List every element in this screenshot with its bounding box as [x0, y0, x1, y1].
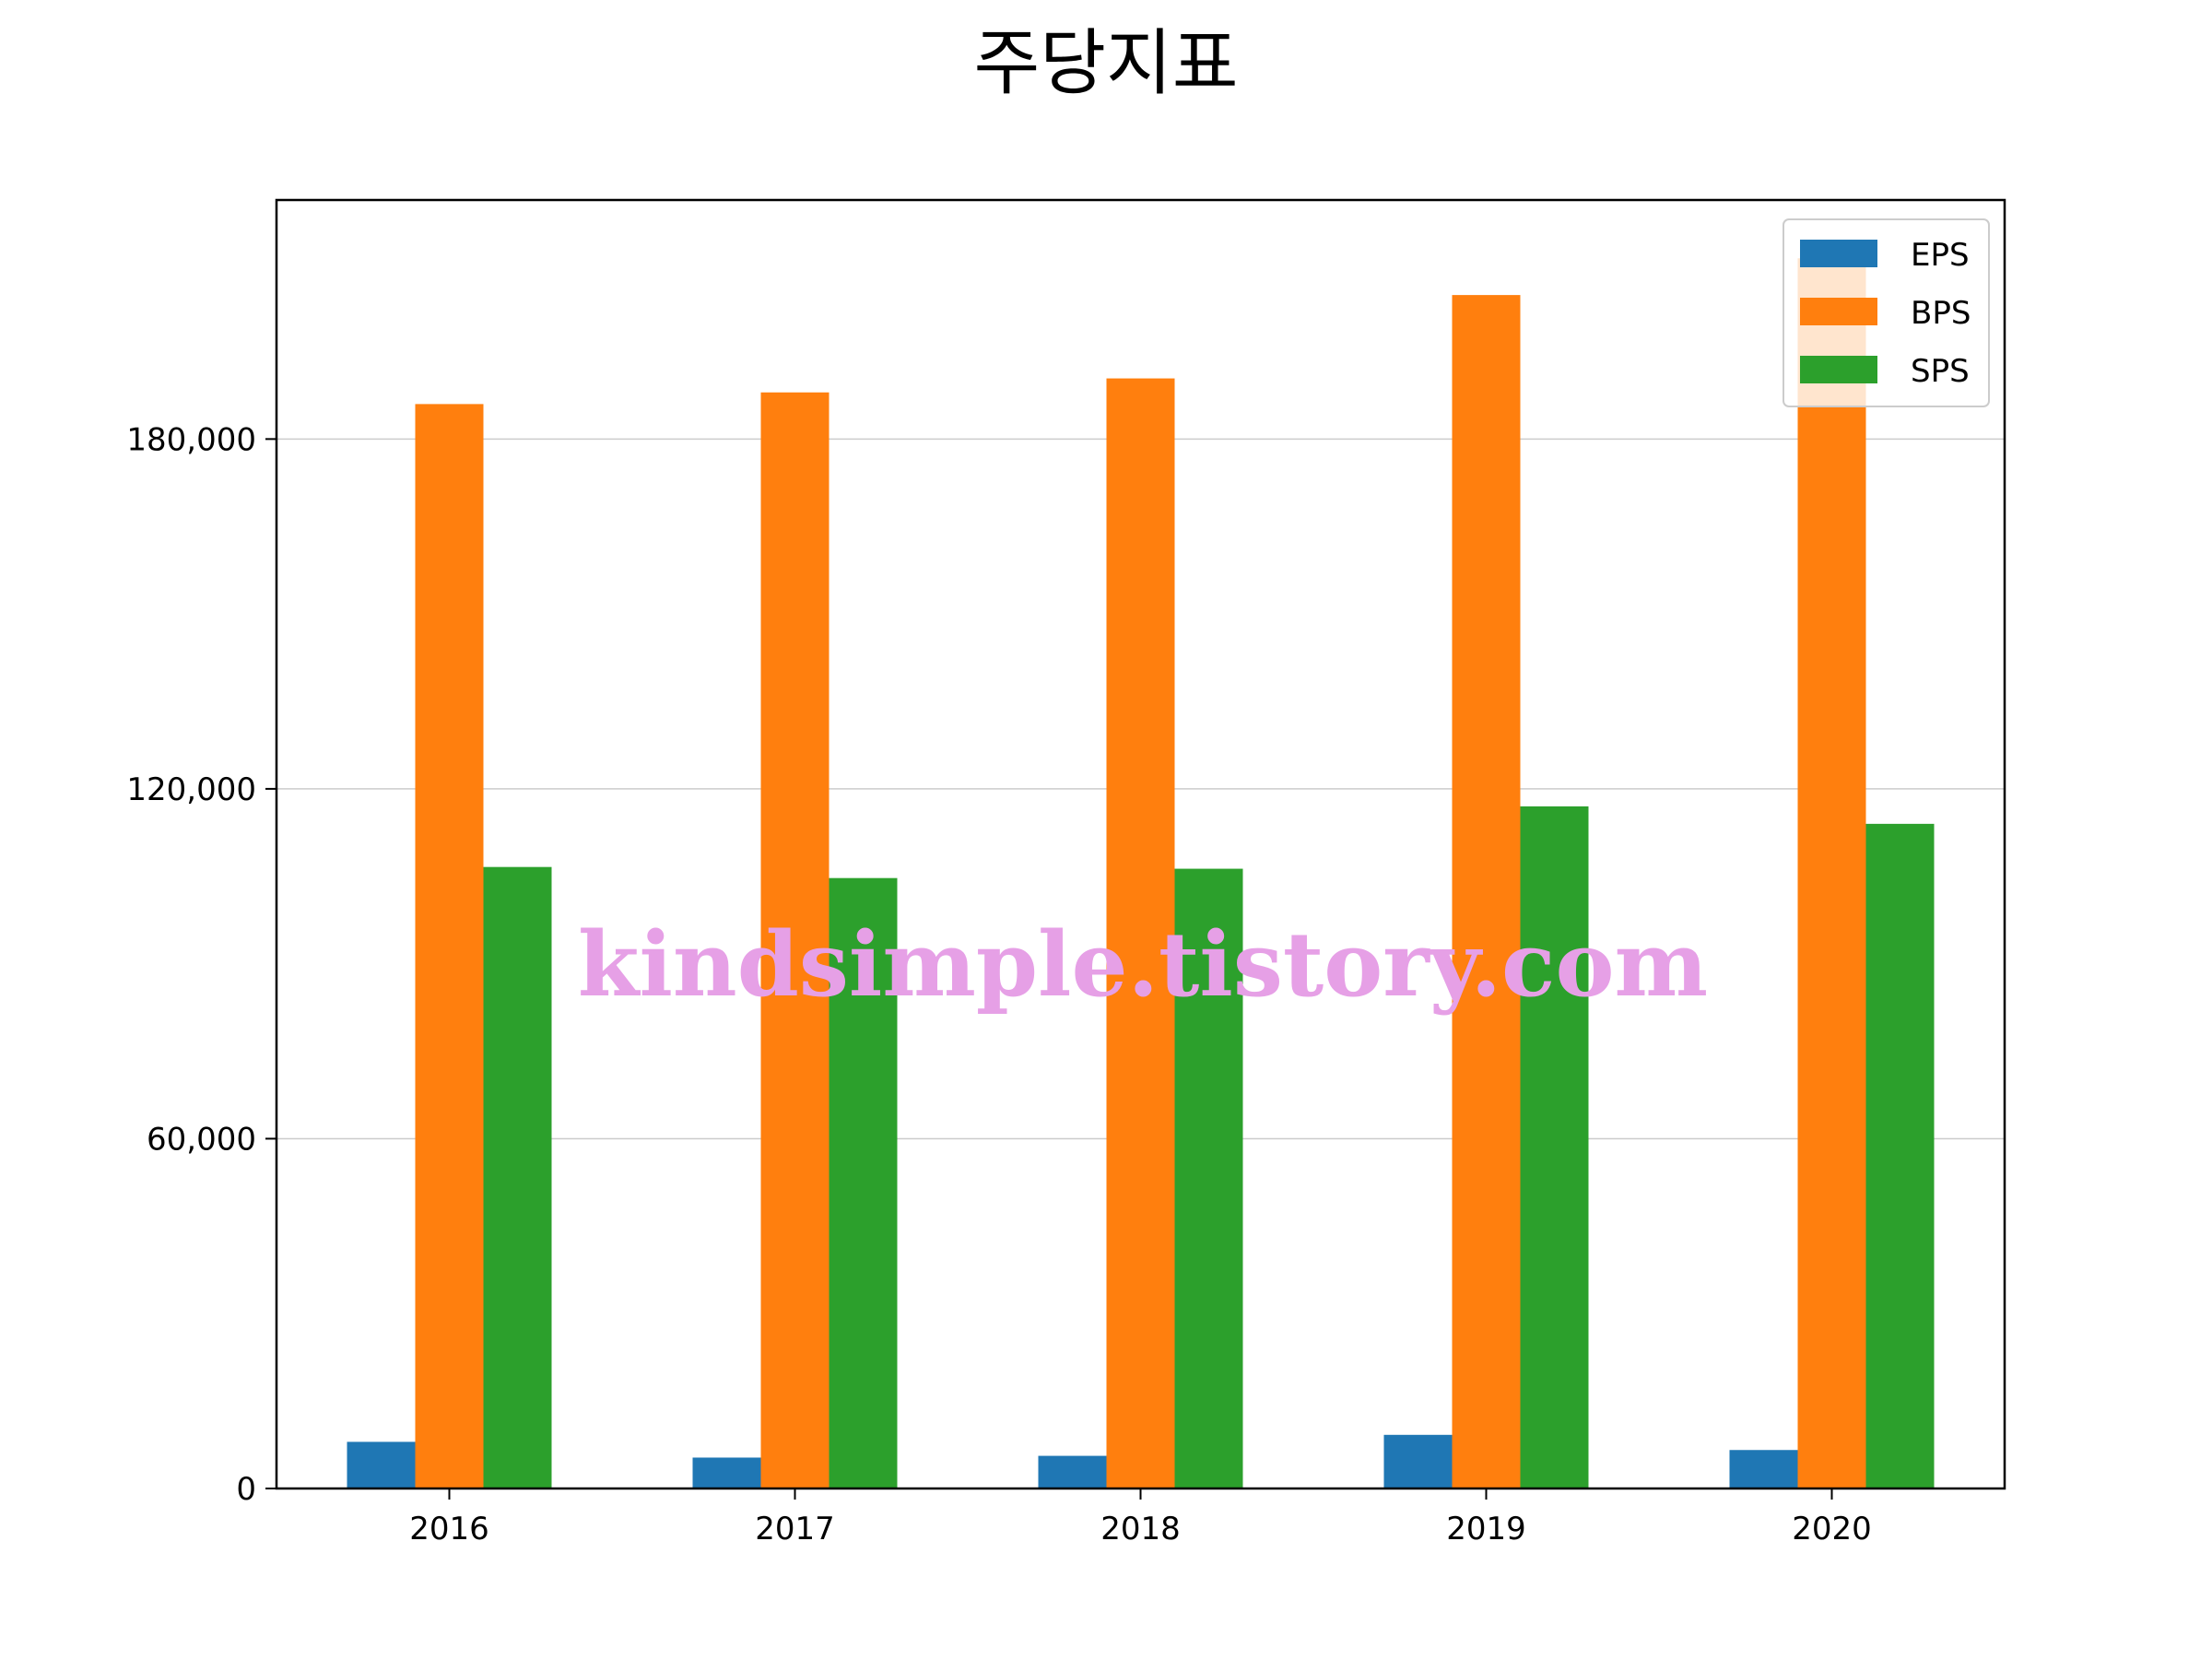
y-tick-label: 0 — [236, 1471, 256, 1508]
watermark-text: kindsimple.tistory.com — [578, 912, 1708, 1017]
legend-swatch-eps — [1800, 240, 1877, 267]
bar-eps-2016 — [347, 1441, 416, 1488]
legend-label-sps: SPS — [1911, 353, 1970, 390]
bar-eps-2020 — [1729, 1450, 1798, 1488]
x-tick-label: 2017 — [755, 1511, 835, 1547]
bar-sps-2016 — [483, 866, 552, 1488]
bar-sps-2019 — [1520, 806, 1589, 1488]
legend-label-eps: EPS — [1911, 237, 1970, 274]
x-tick-label: 2019 — [1446, 1511, 1526, 1547]
bar-sps-2018 — [1174, 868, 1243, 1488]
legend: EPS BPS SPS — [1783, 218, 1990, 407]
chart-title: 주당지표 — [973, 22, 1238, 105]
y-tick-label: 120,000 — [126, 771, 256, 808]
bar-bps-2019 — [1452, 295, 1521, 1489]
legend-swatch-sps — [1800, 356, 1877, 383]
x-tick-label: 2020 — [1792, 1511, 1872, 1547]
bar-sps-2017 — [829, 877, 898, 1488]
x-ticks: 2016 2017 2018 2019 2020 — [409, 1488, 1872, 1547]
bar-eps-2017 — [692, 1457, 761, 1488]
x-tick-label: 2018 — [1100, 1511, 1181, 1547]
legend-swatch-bps — [1800, 298, 1877, 325]
y-ticks: 0 60,000 120,000 180,000 — [126, 421, 276, 1508]
bar-bps-2017 — [760, 392, 830, 1489]
bar-eps-2018 — [1038, 1455, 1107, 1488]
bar-bps-2016 — [415, 404, 484, 1488]
bar-eps-2019 — [1383, 1434, 1453, 1488]
bar-bps-2020 — [1797, 258, 1866, 1488]
bar-sps-2020 — [1865, 823, 1935, 1488]
x-tick-label: 2016 — [409, 1511, 489, 1547]
y-tick-label: 60,000 — [147, 1121, 256, 1158]
bar-bps-2018 — [1106, 378, 1175, 1489]
legend-label-bps: BPS — [1911, 295, 1971, 332]
y-tick-label: 180,000 — [126, 421, 256, 458]
bars — [347, 258, 1935, 1489]
